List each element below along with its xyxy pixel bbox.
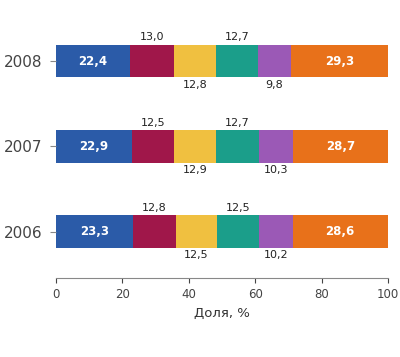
Text: 10,3: 10,3 (263, 165, 288, 175)
Bar (216, 130, 258, 162)
Text: 12,7: 12,7 (225, 32, 250, 42)
Bar (132, 130, 174, 162)
Text: 12,9: 12,9 (182, 165, 207, 175)
Bar (133, 215, 176, 248)
Bar (291, 45, 388, 77)
Bar (258, 45, 291, 77)
Text: 28,6: 28,6 (326, 225, 355, 238)
Bar (258, 130, 293, 162)
Text: 29,3: 29,3 (325, 55, 354, 67)
Text: 12,7: 12,7 (225, 117, 250, 127)
Bar (259, 215, 293, 248)
Text: 12,8: 12,8 (142, 203, 167, 213)
Bar (56, 45, 130, 77)
Text: 12,5: 12,5 (140, 117, 165, 127)
Text: 10,2: 10,2 (264, 250, 288, 260)
Text: 28,7: 28,7 (326, 140, 355, 153)
Bar (56, 215, 133, 248)
Text: 13,0: 13,0 (140, 32, 164, 42)
Text: 12,5: 12,5 (184, 250, 209, 260)
Text: 12,8: 12,8 (182, 80, 207, 90)
Text: 22,9: 22,9 (80, 140, 108, 153)
Bar (216, 45, 258, 77)
Bar (174, 130, 216, 162)
X-axis label: Доля, %: Доля, % (194, 307, 250, 320)
Bar (293, 130, 388, 162)
Text: 22,4: 22,4 (79, 55, 108, 67)
Bar (174, 45, 216, 77)
Bar (56, 130, 132, 162)
Bar (130, 45, 174, 77)
Bar (293, 215, 388, 248)
Text: 23,3: 23,3 (80, 225, 109, 238)
Text: 12,5: 12,5 (226, 203, 250, 213)
Text: 9,8: 9,8 (266, 80, 283, 90)
Bar (217, 215, 259, 248)
Bar (176, 215, 217, 248)
